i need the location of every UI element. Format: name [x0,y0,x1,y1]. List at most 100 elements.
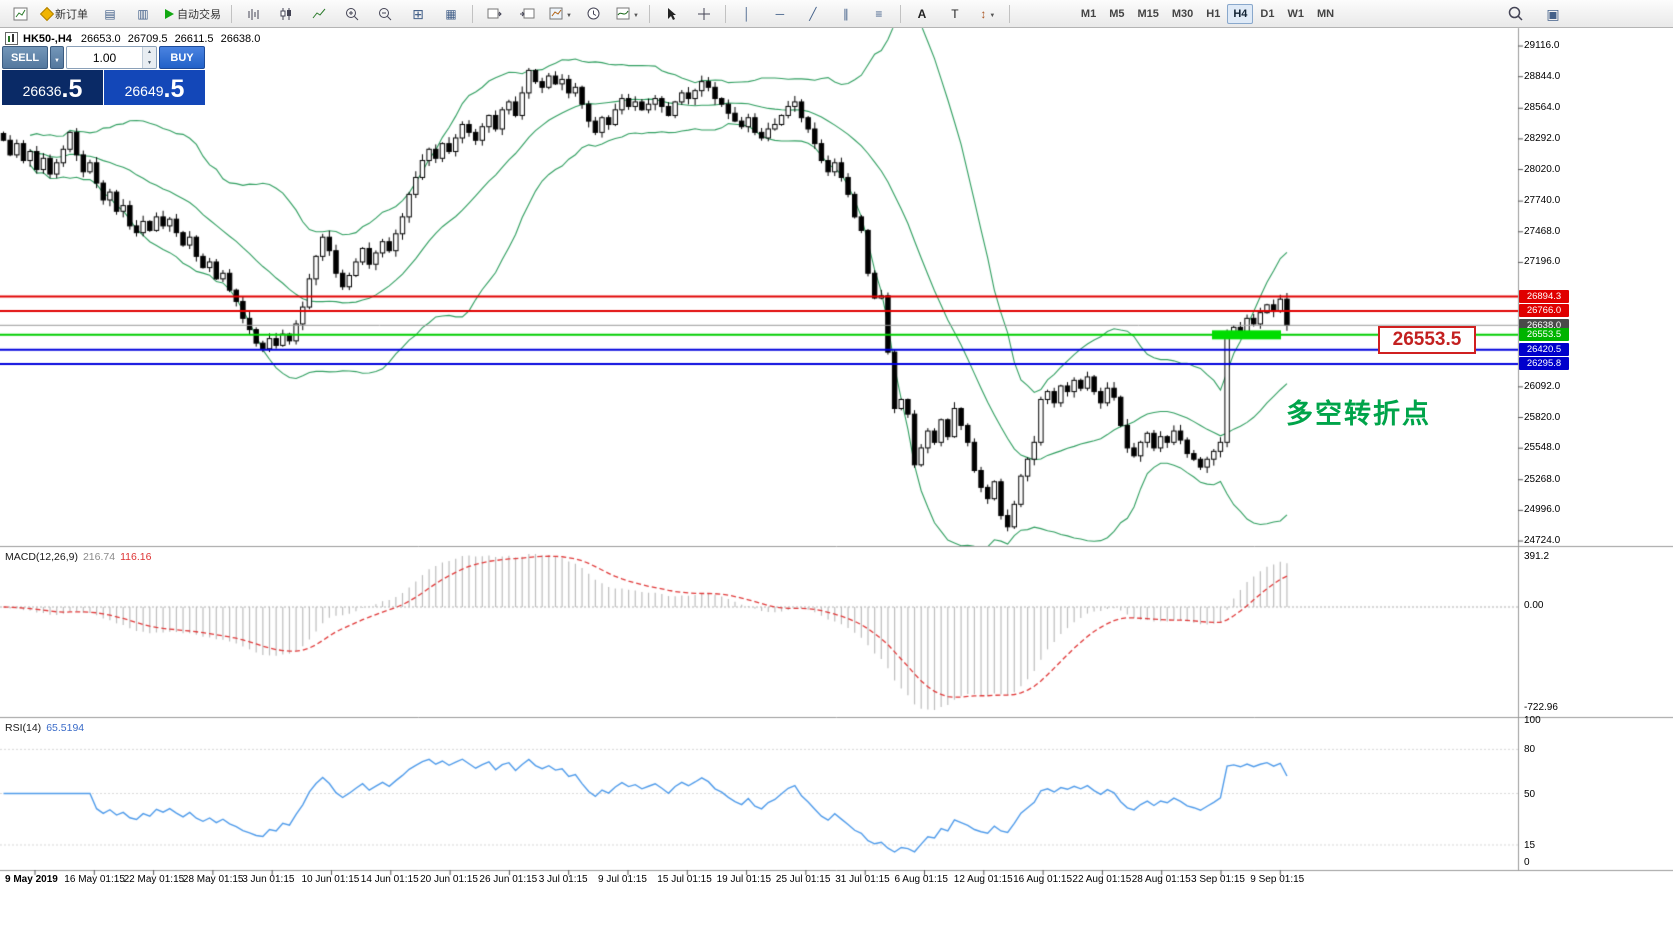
price-tag-26766.0: 26766.0 [1519,304,1569,318]
timeframe-m30[interactable]: M30 [1166,4,1199,24]
text-button[interactable]: A [906,2,938,26]
market-watch-button[interactable]: ▤ [94,2,126,26]
macd-axis-label: -722.96 [1524,702,1558,713]
fibonacci-button[interactable]: ≡ [863,2,895,26]
search-button[interactable] [1499,2,1531,26]
volume-down-button[interactable] [143,57,156,68]
crosshair-icon [697,7,710,20]
volume-input[interactable] [67,47,142,68]
buy-button[interactable]: BUY [159,46,205,69]
timeframe-d1[interactable]: D1 [1254,4,1280,24]
chart-shift-button[interactable] [511,2,543,26]
zoom-out-icon [379,7,392,20]
price-axis-label: 24724.0 [1524,535,1561,547]
timeframe-m1[interactable]: M1 [1075,4,1102,24]
new-order-label: 新订单 [55,8,88,21]
sell-price-main: 26636 [22,83,62,99]
chart-header: HK50-,H4 26653.0 26709.5 26611.5 26638.0 [5,32,260,45]
search-icon [1508,6,1523,21]
divider [472,4,473,23]
market-watch-icon: ▤ [104,6,116,21]
price-annotation-box[interactable]: 26553.5 [1378,326,1476,354]
divider [648,4,650,23]
rsi-axis-label: 80 [1524,744,1536,756]
autotrading-button[interactable]: 自动交易 [160,2,226,26]
period-button[interactable] [578,2,610,26]
vertical-line-button[interactable]: │ [731,2,763,26]
navigator-button[interactable]: ▥ [127,2,159,26]
divider [231,4,232,23]
timeframe-w1[interactable]: W1 [1281,4,1310,24]
channel-button[interactable]: ∥ [830,2,862,26]
time-axis-label: 22 Aug 01:15 [1072,874,1132,885]
line-chart-button[interactable] [303,2,335,26]
timeframe-m15[interactable]: M15 [1131,4,1164,24]
timeframe-m5[interactable]: M5 [1103,4,1130,24]
timeframe-h4[interactable]: H4 [1227,3,1254,24]
timeframe-h1[interactable]: H1 [1200,4,1226,24]
text-label-button[interactable]: T [939,2,971,26]
sell-button[interactable]: SELL [2,46,48,69]
fibonacci-icon: ≡ [875,6,883,21]
time-axis-label: 10 Jun 01:15 [301,874,360,885]
price-axis-label: 25820.0 [1524,411,1561,423]
zoom-in-button[interactable] [336,2,368,26]
templates-button[interactable] [544,2,577,26]
time-axis-label: 12 Aug 01:15 [953,874,1013,885]
indicators-button[interactable] [611,2,644,26]
horizontal-line-button[interactable]: ─ [764,2,796,26]
timeframe-group: M1 M5 M15 M30 H1 H4 D1 W1 MN [1075,3,1340,24]
turning-point-annotation: 多空转折点 [1286,399,1431,430]
rsi-axis-label: 50 [1524,788,1536,800]
arrows-button[interactable]: ↕ [972,2,1004,26]
chevron-down-icon [633,8,639,20]
macd-signal-value: 116.16 [120,551,152,563]
rsi-axis-label: 100 [1524,715,1541,726]
new-order-icon [39,6,55,21]
horizontal-line-icon: ─ [775,6,785,21]
time-axis-label: 28 Aug 01:15 [1131,874,1191,885]
zoom-out-button[interactable] [369,2,401,26]
rsi-label: RSI(14) 65.5194 [5,722,84,734]
buy-price-main: 26649 [124,83,164,99]
clock-icon [587,7,600,20]
tile-windows-icon: ⊞ [412,5,424,22]
buy-price-frac: .5 [163,75,185,103]
price-axis-label: 26092.0 [1524,380,1561,392]
macd-name: MACD(12,26,9) [5,551,78,563]
timeframe-mn[interactable]: MN [1311,4,1340,24]
auto-scroll-button[interactable] [478,2,510,26]
divider [899,4,901,23]
new-order-button[interactable]: 新订单 [37,2,93,26]
templates-icon [549,7,563,20]
time-axis-label: 15 Jul 01:15 [657,874,712,885]
tile-windows-button[interactable]: ⊞ [402,2,434,26]
cursor-button[interactable] [655,2,687,26]
rsi-value: 65.5194 [46,722,85,734]
chevron-down-icon [54,50,60,65]
time-axis-label: 3 Jul 01:15 [538,874,588,885]
trendline-icon: ╱ [809,6,817,21]
volume-up-button[interactable] [143,47,156,58]
window-list-button[interactable]: ▣ [1537,2,1569,26]
time-axis-label: 9 Jul 01:15 [598,874,647,885]
time-axis-label: 28 May 01:15 [182,874,244,885]
bar-chart-button[interactable] [237,2,269,26]
order-options-button[interactable] [50,46,64,69]
bar-chart-icon [248,8,259,20]
time-axis-label: 26 Jun 01:15 [479,874,538,885]
candlestick-icon [280,7,291,20]
auto-scroll-icon [487,8,502,19]
data-window-button[interactable]: ▦ [435,2,467,26]
one-click-trading-panel: SELL BUY 26636.5 26649.5 [2,46,205,105]
macd-main-value: 216.74 [82,551,116,563]
new-chart-button[interactable] [4,2,36,26]
trendline-button[interactable]: ╱ [797,2,829,26]
buy-price-button[interactable]: 26649.5 [104,70,205,105]
candlestick-button[interactable] [270,2,302,26]
sell-price-button[interactable]: 26636.5 [2,70,103,105]
price-axis-label: 28292.0 [1524,132,1561,144]
crosshair-button[interactable] [688,2,720,26]
text-label-icon: T [951,6,959,21]
